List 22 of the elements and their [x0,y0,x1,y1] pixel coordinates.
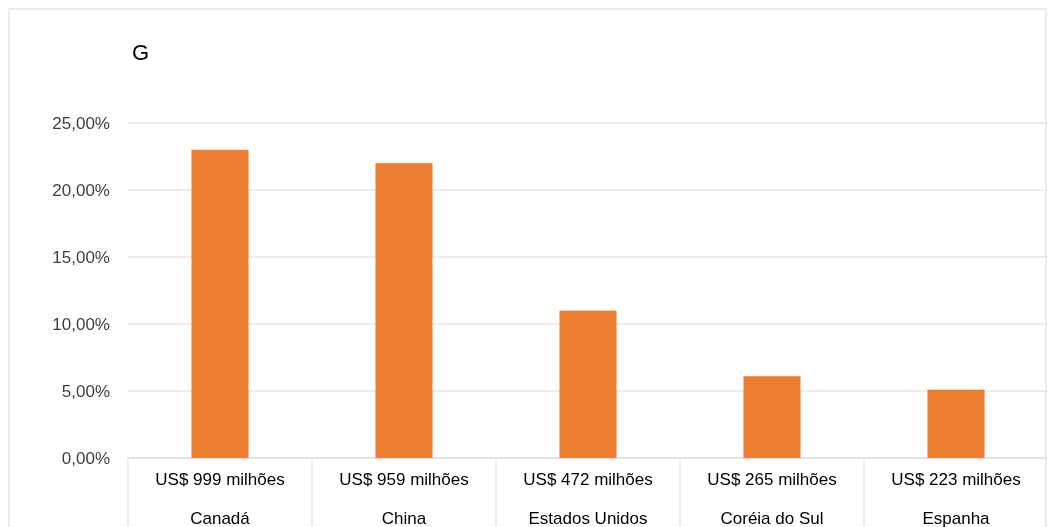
y-tick-label: 5,00% [61,381,110,401]
text: US$ 959 milhões [339,470,469,489]
text: US$ 472 milhões [523,470,653,489]
x-tick-label: Canadá [190,509,251,527]
y-tick-label: 20,00% [52,180,110,200]
y-tick-label: 0,00% [61,448,110,468]
bar [927,389,985,458]
bar [743,376,801,458]
text: US$ 265 milhões [707,470,837,489]
bar [375,163,433,458]
x-tick-label: Espanha [922,509,991,527]
chart-title: G [132,40,150,65]
bar [191,149,249,458]
x-tick-label: China [381,509,427,527]
text: US$ 999 milhões [155,470,285,489]
y-tick-label: 15,00% [52,247,110,267]
x-tick-label: Coréia do Sul [720,509,824,527]
y-tick-label: 25,00% [52,113,110,133]
y-tick-label: 10,00% [52,314,110,334]
bar [559,310,617,458]
text: US$ 223 milhões [891,470,1021,489]
x-tick-label: Estados Unidos [528,509,648,527]
